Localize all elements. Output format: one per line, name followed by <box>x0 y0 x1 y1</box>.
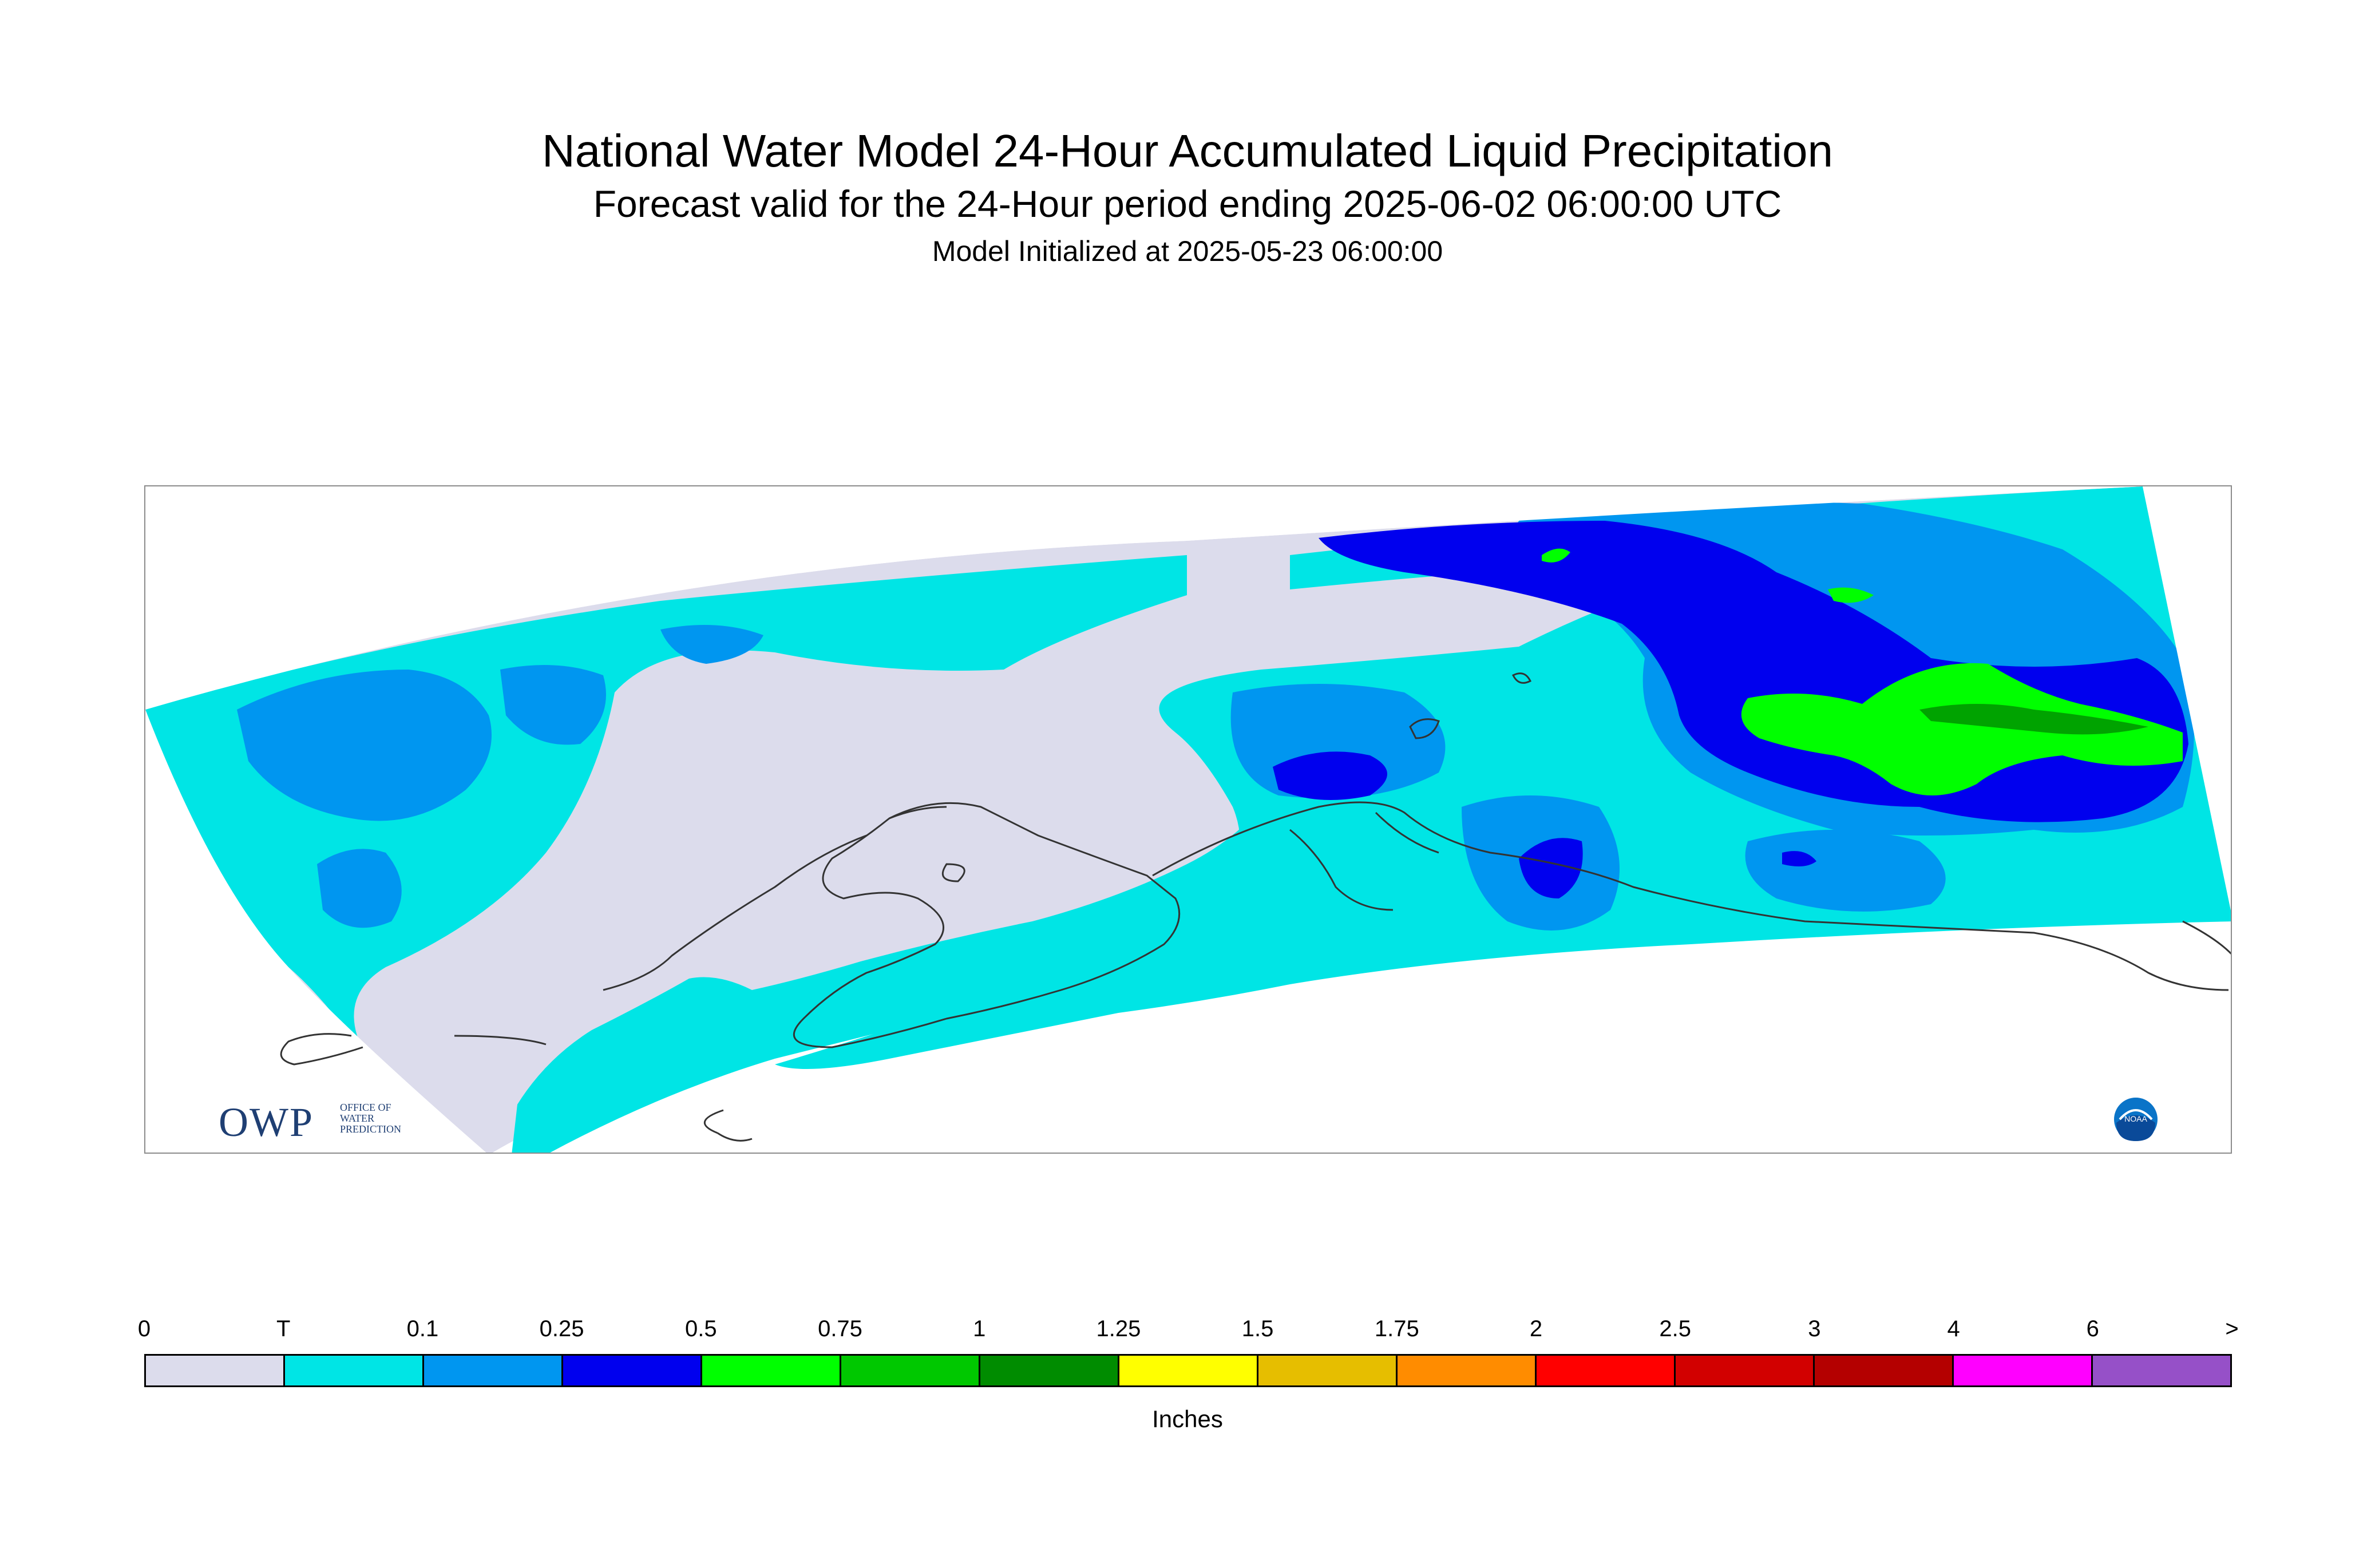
domain-outside-mask <box>145 486 2143 710</box>
precip-1.0-streaks <box>1919 704 2148 735</box>
legend-tick-label: 1.5 <box>1241 1316 1274 1341</box>
legend-tick-label: 0.1 <box>406 1316 439 1341</box>
noaa-logo: NOAA <box>2113 1096 2159 1142</box>
legend-tick-label: 1.75 <box>1374 1316 1419 1341</box>
precip-0.5-spot-a <box>1828 587 1874 603</box>
precipitation-map: OWP OFFICE OF WATER PREDICTION NOAA <box>144 485 2232 1154</box>
domain-outside-mask-east <box>2143 486 2231 910</box>
legend-labels: 0 T 0.1 0.25 0.5 0.75 1 1.25 1.5 1.75 2 2.5 3 4 6 > <box>0 1316 2375 1351</box>
legend-tick-label: 0.75 <box>818 1316 862 1341</box>
legend-tick-label: 0 <box>137 1316 151 1341</box>
legend-swatch <box>1537 1356 1676 1385</box>
legend-tick-label: 0.25 <box>539 1316 584 1341</box>
precip-0.5-spot-b <box>1542 548 1570 563</box>
legend-swatch <box>1119 1356 1258 1385</box>
owp-logo-wordmark: OWP <box>219 1099 314 1145</box>
precipitation-map-svg <box>145 486 2231 1153</box>
legend-swatch <box>1398 1356 1537 1385</box>
owp-logo-line-3: PREDICTION <box>340 1123 401 1135</box>
legend-swatch <box>2093 1356 2230 1385</box>
legend-tick-label: 0.5 <box>684 1316 717 1341</box>
precip-0.1-southeast <box>1745 830 1946 912</box>
precip-0.1-west-a <box>237 670 492 821</box>
legend-tick-label: > <box>2225 1316 2239 1341</box>
owp-logo-subtext: OFFICE OF WATER PREDICTION <box>340 1102 432 1135</box>
legend-swatch <box>702 1356 841 1385</box>
legend-tick-label: 1.25 <box>1096 1316 1141 1341</box>
legend-swatch <box>285 1356 424 1385</box>
legend-swatch <box>424 1356 563 1385</box>
legend-units: Inches <box>1152 1405 1223 1432</box>
legend-tick-label: 2 <box>1529 1316 1543 1341</box>
legend-tick-label: 2.5 <box>1659 1316 1691 1341</box>
coastlines <box>280 672 2231 1142</box>
legend-tick-label: 1 <box>973 1316 986 1341</box>
legend-tick-label: 6 <box>2086 1316 2099 1341</box>
precip-0.25-central <box>1273 751 1387 800</box>
noaa-logo-text: NOAA <box>2124 1114 2147 1123</box>
precip-0.1-west-c <box>500 665 606 745</box>
legend-swatch <box>841 1356 980 1385</box>
owp-logo-line-1: OFFICE OF <box>340 1102 391 1113</box>
noaa-logo-icon: NOAA <box>2114 1098 2158 1141</box>
owp-logo-line-2: WATER <box>340 1112 374 1124</box>
precip-0.25-southeast-spot <box>1782 851 1816 866</box>
legend-swatch <box>1258 1356 1398 1385</box>
forecast-valid-subtitle: Forecast valid for the 24-Hour period en… <box>593 183 1782 225</box>
legend-tick-label: 3 <box>1808 1316 1821 1341</box>
precip-0.25-south <box>1519 838 1583 898</box>
precip-0.1-west-d <box>660 625 763 664</box>
legend-tick-label: T <box>276 1316 291 1341</box>
precip-0.5-band <box>1741 663 2183 795</box>
legend-swatch <box>1815 1356 1954 1385</box>
map-title: National Water Model 24-Hour Accumulated… <box>542 125 1833 176</box>
legend-swatch <box>1676 1356 1815 1385</box>
legend-swatch <box>563 1356 702 1385</box>
legend-swatch <box>146 1356 285 1385</box>
model-initialized-subtitle: Model Initialized at 2025-05-23 06:00:00 <box>932 235 1443 267</box>
color-legend-bar <box>144 1354 2232 1387</box>
precip-0.1-west-b <box>317 849 402 928</box>
precip-trace-southwest <box>512 807 1290 1153</box>
legend-tick-label: 4 <box>1947 1316 1960 1341</box>
legend-swatch <box>1954 1356 2093 1385</box>
legend-swatch <box>980 1356 1119 1385</box>
domain-outside-mask-south <box>145 710 486 1153</box>
